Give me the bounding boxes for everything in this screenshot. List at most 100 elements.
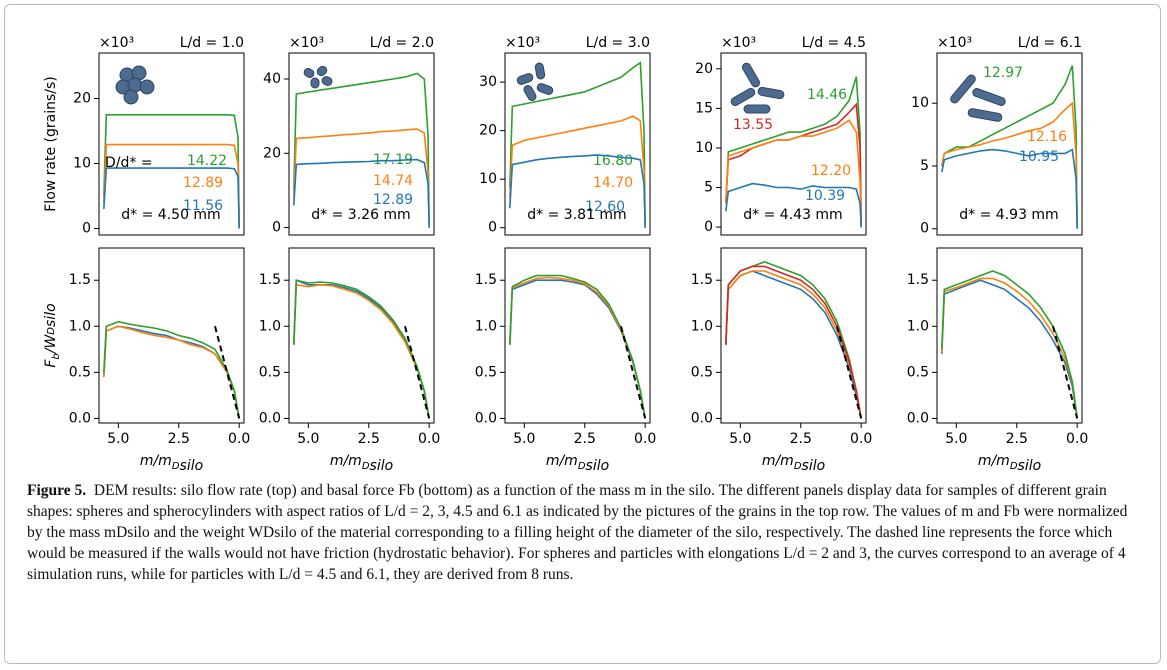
series-line xyxy=(509,154,646,228)
series-line xyxy=(725,182,862,228)
series-label: 10.95 xyxy=(1019,149,1059,165)
panel-title: L/d = 2.0 xyxy=(370,35,434,51)
y-tick-label: 10 xyxy=(73,156,91,172)
annotation: d* = 4.93 mm xyxy=(959,207,1058,223)
series-line xyxy=(293,158,430,228)
label-text: silo xyxy=(180,458,204,474)
y-tick-label: 0.0 xyxy=(691,410,713,426)
y-tick-label: 10 xyxy=(695,140,713,156)
series-line xyxy=(725,76,862,228)
series-label: 12.89 xyxy=(183,175,223,191)
axes-frame xyxy=(720,52,867,236)
x-tick-label: 2.5 xyxy=(790,431,812,447)
label-text: m/m xyxy=(546,453,578,469)
y-tick-label: 1.0 xyxy=(907,318,929,334)
y-tick-label: 0.5 xyxy=(691,364,713,380)
x-tick-label: 2.5 xyxy=(574,431,596,447)
scale-note: ×10³ xyxy=(505,35,540,51)
grain-icon xyxy=(743,104,771,114)
y-tick-label: 1.0 xyxy=(691,318,713,334)
grain-icon xyxy=(742,62,760,88)
y-tick-label: 30 xyxy=(479,74,497,90)
panel: 0.0 0.5 1.0 1.5 5.0 2.5 0.0 m/mDsilo xyxy=(475,247,656,474)
x-tick-label: 2.5 xyxy=(168,431,190,447)
series-label: 10.39 xyxy=(805,188,845,204)
grain-icon xyxy=(757,86,785,100)
y-tick-label: 1.5 xyxy=(475,272,497,288)
x-tick-label: 5.0 xyxy=(945,431,967,447)
annotation: d* = 4.50 mm xyxy=(121,207,220,223)
series-line xyxy=(725,270,862,419)
panel: 0 5 10 12.97 12.16 10.95 L/d = 6.1 ×10³ d* = 4.9… xyxy=(911,35,1083,237)
hydrostatic-line xyxy=(214,326,241,419)
series-line xyxy=(941,65,1078,229)
panel: 0.0 0.5 1.0 1.5 5.0 2.5 0.0 m/mDsilo xyxy=(259,247,440,474)
axes-frame xyxy=(936,247,1083,424)
annotation: d* = 4.43 mm xyxy=(743,207,842,223)
panel-title: L/d = 3.0 xyxy=(586,35,650,51)
y-tick-label: 5 xyxy=(920,158,929,174)
x-axis-label: m/mDsilo xyxy=(762,453,825,474)
series-line xyxy=(509,279,646,419)
x-tick-label: 0.0 xyxy=(228,431,250,447)
y-tick-label: 0.5 xyxy=(907,364,929,380)
y-tick-label: 0.0 xyxy=(907,410,929,426)
y-tick-label: 1.5 xyxy=(69,272,91,288)
y-tick-label: 0 xyxy=(82,221,91,237)
x-tick-label: 5.0 xyxy=(513,431,535,447)
y-tick-label: 5 xyxy=(704,180,713,196)
y-tick-label: 15 xyxy=(695,100,713,116)
y-tick-label: 20 xyxy=(73,91,91,107)
x-tick-label: 0.0 xyxy=(1066,431,1088,447)
x-axis-label: m/mDsilo xyxy=(140,453,203,474)
x-axis-label: m/mDsilo xyxy=(978,453,1041,474)
panel: 0 10 20 14.22 12.89 11.56 L/d = 1.0 ×10³ D/d* = d… xyxy=(43,35,245,237)
y-axis-label: Flow rate (grains/s) xyxy=(43,76,59,212)
label-text: silo xyxy=(1018,458,1042,474)
label-subscript: D xyxy=(794,461,802,472)
y-tick-label: 1.5 xyxy=(691,272,713,288)
axes-frame xyxy=(98,52,245,236)
grain-icon xyxy=(321,76,333,86)
series-line xyxy=(509,274,646,419)
y-tick-label: 0.0 xyxy=(259,410,281,426)
hydrostatic-line xyxy=(620,326,647,419)
series-label: 14.22 xyxy=(187,153,227,169)
axes-frame xyxy=(98,247,245,424)
scale-note: ×10³ xyxy=(99,35,134,51)
x-tick-label: 2.5 xyxy=(358,431,380,447)
label-text: silo xyxy=(370,458,394,474)
y-tick-label: 0.0 xyxy=(475,410,497,426)
grain-icon xyxy=(516,73,534,85)
grain-icon xyxy=(139,79,155,95)
figure: 0 10 20 14.22 12.89 11.56 L/d = 1.0 ×10³ D/d* = d… xyxy=(4,4,1161,664)
label-subscript: b xyxy=(51,353,62,359)
series-line xyxy=(103,320,240,419)
y-axis-label: Fb/WDsilo xyxy=(43,303,62,367)
series-line xyxy=(293,128,430,228)
label-text: /W xyxy=(43,334,59,356)
grain-icon xyxy=(730,88,756,106)
y-tick-label: 1.0 xyxy=(69,318,91,334)
axes-frame xyxy=(936,52,1083,236)
panel: 0.0 0.5 1.0 1.5 5.0 2.5 0.0 m/mDsilo xyxy=(907,247,1088,474)
grain-icon xyxy=(303,68,315,78)
series-label: 14.74 xyxy=(373,173,413,189)
x-tick-label: 0.0 xyxy=(850,431,872,447)
panel: 0.0 0.5 1.0 1.5 5.0 2.5 0.0 m/mDsilo xyxy=(691,247,872,474)
series-line xyxy=(509,115,646,228)
series-line xyxy=(725,119,862,228)
x-tick-label: 5.0 xyxy=(297,431,319,447)
annotation: d* = 3.81 mm xyxy=(527,207,626,223)
label-subscript: D xyxy=(1010,461,1018,472)
label-subscript: D xyxy=(578,461,586,472)
annotation: d* = 3.26 mm xyxy=(311,207,410,223)
series-label: 13.55 xyxy=(733,117,773,133)
grain-icon xyxy=(316,65,328,77)
axes-frame xyxy=(720,247,867,424)
y-tick-label: 40 xyxy=(263,71,281,87)
scale-note: ×10³ xyxy=(721,35,756,51)
y-tick-label: 10 xyxy=(479,171,497,187)
